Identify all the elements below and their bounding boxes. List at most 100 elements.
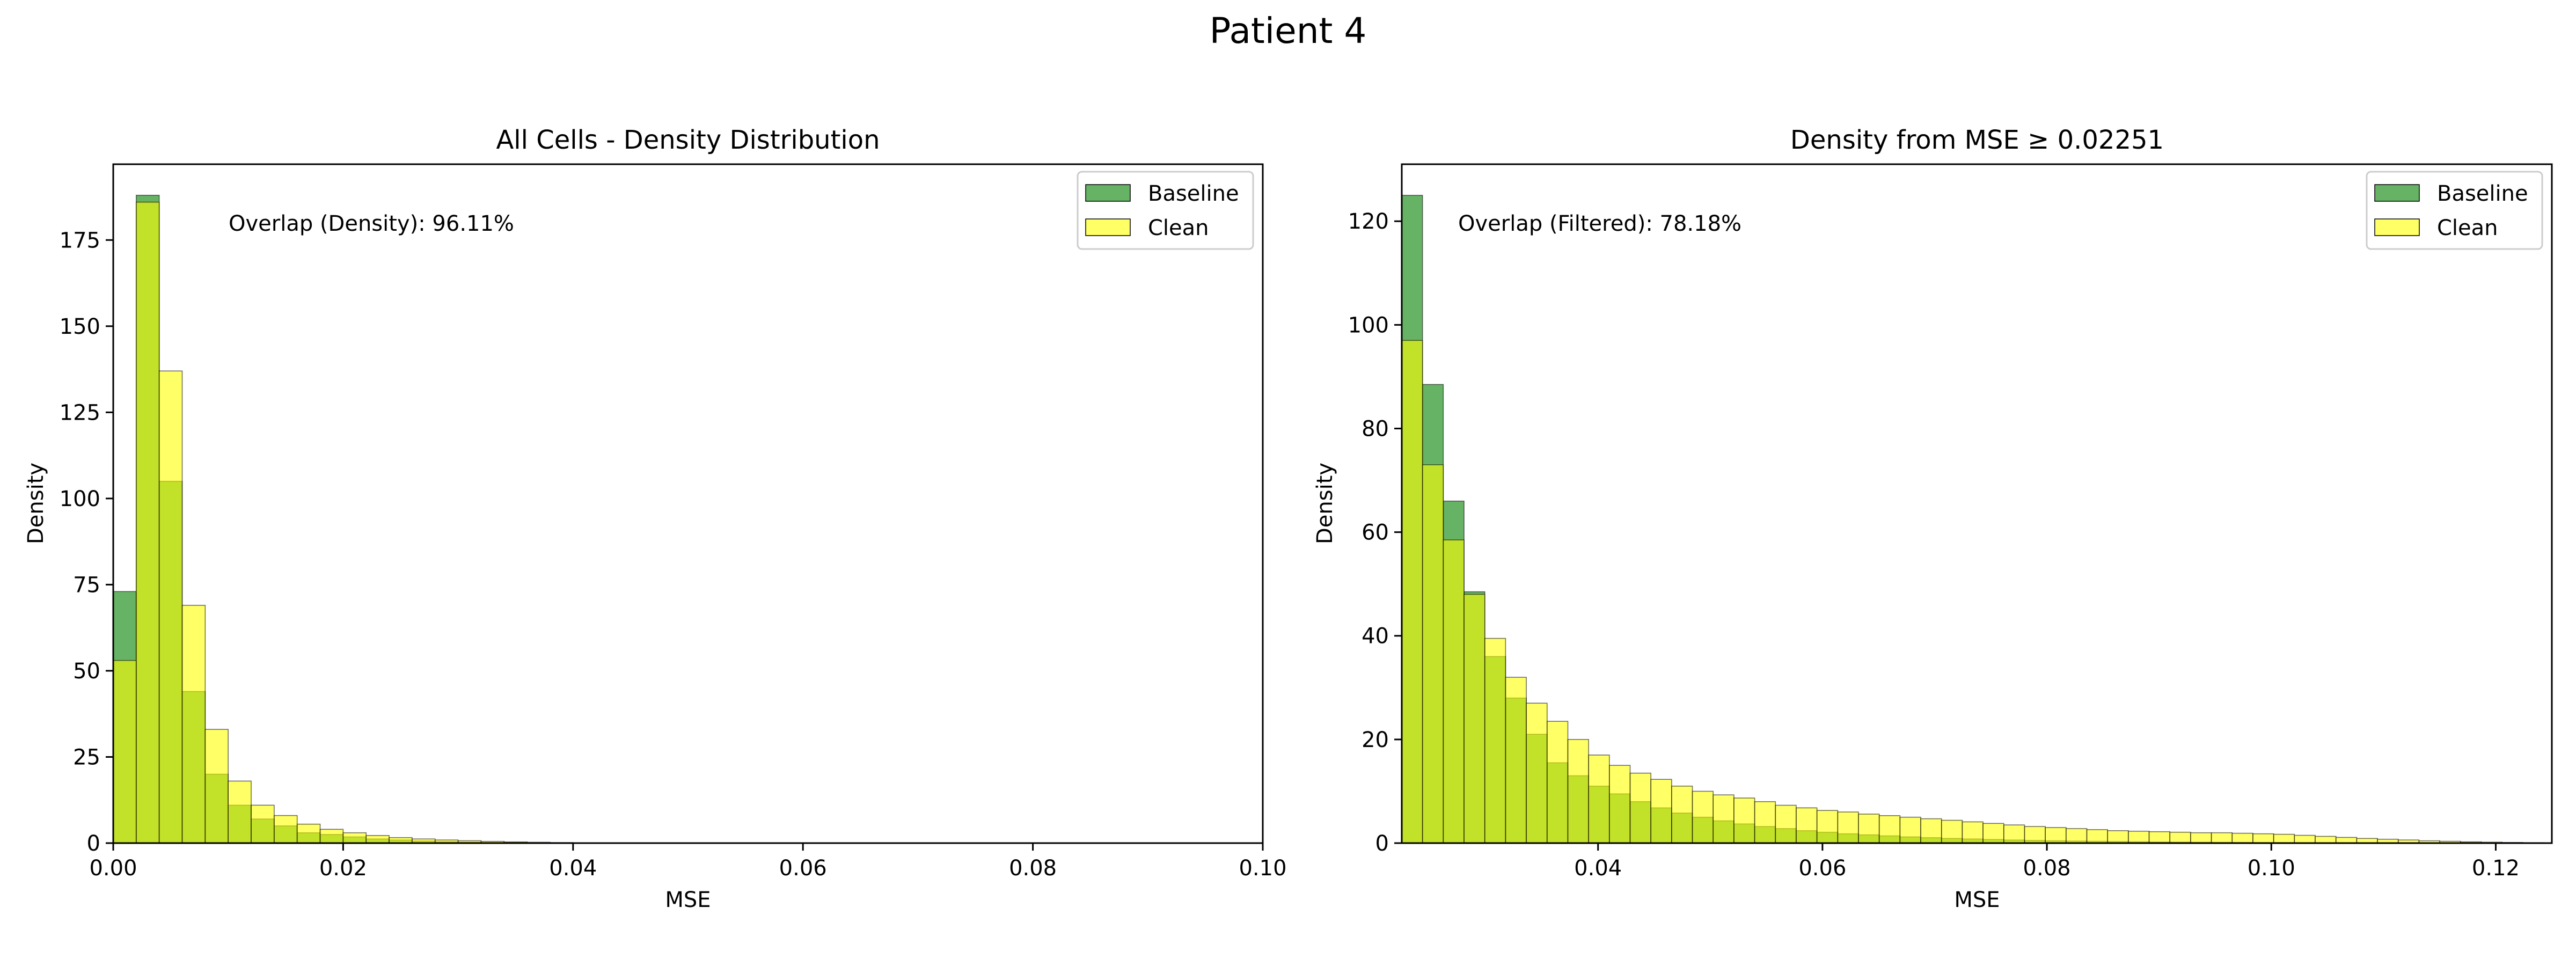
chart-left-clean-bars	[113, 201, 643, 844]
chart-left-annotation: Overlap (Density): 96.11%	[229, 211, 514, 236]
chart-right-xlabel: MSE	[1954, 888, 2000, 912]
bar-clean	[2066, 828, 2088, 844]
bar-clean	[113, 660, 137, 844]
bar-clean	[181, 605, 206, 844]
legend-label-baseline: Baseline	[2437, 181, 2528, 206]
x-tick-label: 0.08	[2023, 856, 2071, 881]
bar-clean	[319, 829, 344, 844]
bar-clean	[1443, 539, 1465, 844]
bar-clean	[342, 832, 367, 844]
bar-clean	[1609, 765, 1631, 844]
bar-clean	[296, 823, 321, 844]
bar-clean	[1650, 779, 1672, 844]
chart-right-annotation: Overlap (Filtered): 78.18%	[1458, 211, 1741, 236]
bar-clean	[1816, 810, 1839, 844]
bar-clean	[2024, 826, 2046, 844]
y-tick-label: 20	[1362, 728, 1389, 752]
x-tick-label: 0.00	[89, 856, 137, 881]
bar-clean	[251, 804, 275, 844]
bar-clean	[1505, 677, 1527, 844]
bar-clean	[2045, 827, 2067, 844]
bar-clean	[1796, 807, 1818, 844]
chart-left: All Cells - Density Distribution 0.00 0.0…	[24, 125, 1287, 912]
bar-clean	[2107, 830, 2129, 844]
bar-clean	[1463, 594, 1485, 844]
bar-clean	[2335, 837, 2358, 844]
chart-right-legend: Baseline Clean	[2366, 171, 2543, 250]
bar-clean	[2128, 830, 2150, 844]
x-tick-label: 0.04	[1574, 856, 1622, 881]
legend-swatch-clean	[2374, 218, 2420, 236]
bar-clean	[1982, 823, 2004, 844]
legend-swatch-baseline	[1085, 184, 1131, 202]
x-tick-label: 0.06	[1798, 856, 1846, 881]
y-tick-label: 120	[1348, 209, 1389, 234]
bar-clean	[1858, 814, 1880, 844]
bar-clean	[1941, 819, 1963, 844]
y-tick-label: 50	[73, 659, 100, 684]
y-tick-label: 75	[73, 573, 100, 597]
bar-clean	[1692, 791, 1714, 844]
bar-clean	[1754, 801, 1776, 844]
y-tick-label: 40	[1362, 624, 1389, 649]
chart-right-frame	[1401, 163, 2553, 844]
x-tick-label: 0.08	[1009, 856, 1057, 881]
bar-clean	[389, 837, 413, 844]
y-tick-label: 0	[1375, 831, 1389, 856]
bar-clean	[1899, 816, 1921, 844]
chart-left-ticks: 0.00 0.02 0.04 0.06 0.08 0.10 0 25 50 75 100 125 150…	[60, 228, 1287, 881]
legend-label-clean: Clean	[2437, 216, 2498, 240]
bar-clean	[158, 370, 183, 844]
bar-clean	[2294, 835, 2316, 844]
y-tick-label: 60	[1362, 521, 1389, 545]
bar-clean	[2252, 833, 2274, 844]
chart-right-clean-bars	[1401, 340, 2552, 844]
bar-clean	[1713, 794, 1735, 844]
figure-suptitle: Patient 4	[1210, 10, 1367, 52]
y-tick-label: 80	[1362, 416, 1389, 441]
bar-clean	[1526, 702, 1548, 844]
bar-clean	[204, 729, 229, 844]
bar-clean	[2273, 833, 2295, 844]
bar-clean	[228, 780, 252, 844]
x-tick-label: 0.10	[1239, 856, 1286, 881]
bar-clean	[1567, 739, 1589, 844]
bar-clean	[365, 835, 390, 844]
chart-left-legend: Baseline Clean	[1077, 171, 1254, 250]
y-tick-label: 25	[73, 745, 100, 770]
y-tick-label: 100	[1348, 313, 1389, 338]
bar-clean	[2190, 832, 2212, 844]
x-tick-label: 0.10	[2248, 856, 2295, 881]
chart-left-frame	[112, 163, 1264, 844]
x-tick-label: 0.02	[319, 856, 367, 881]
bar-clean	[1733, 797, 1755, 844]
bar-clean	[1401, 340, 1423, 844]
y-tick-label: 0	[87, 831, 100, 856]
y-tick-label: 100	[60, 487, 100, 511]
bar-clean	[2231, 832, 2253, 844]
bar-clean	[2148, 831, 2171, 844]
bar-clean	[1588, 755, 1610, 844]
x-tick-label: 0.04	[549, 856, 597, 881]
legend-label-clean: Clean	[1148, 216, 1209, 240]
bar-clean	[1837, 811, 1859, 844]
chart-right-title: Density from MSE ≥ 0.02251	[1790, 125, 2164, 155]
bar-clean	[1422, 464, 1444, 844]
bar-clean	[274, 815, 298, 844]
x-tick-label: 0.12	[2472, 856, 2520, 881]
y-tick-label: 125	[60, 400, 100, 425]
x-tick-label: 0.06	[779, 856, 827, 881]
bar-clean	[1629, 772, 1651, 844]
chart-right-ylabel: Density	[1313, 463, 1337, 544]
bar-clean	[1878, 815, 1901, 844]
bar-clean	[2169, 831, 2191, 844]
bar-clean	[2003, 824, 2025, 844]
y-tick-label: 175	[60, 228, 100, 253]
bar-clean	[1671, 785, 1693, 844]
bar-clean	[1920, 818, 1942, 844]
chart-left-title: All Cells - Density Distribution	[496, 125, 880, 155]
bar-clean	[1484, 638, 1506, 844]
chart-right: Density from MSE ≥ 0.02251 0.04 0.06 0.08 0…	[1313, 125, 2553, 912]
legend-swatch-clean	[1085, 218, 1131, 236]
